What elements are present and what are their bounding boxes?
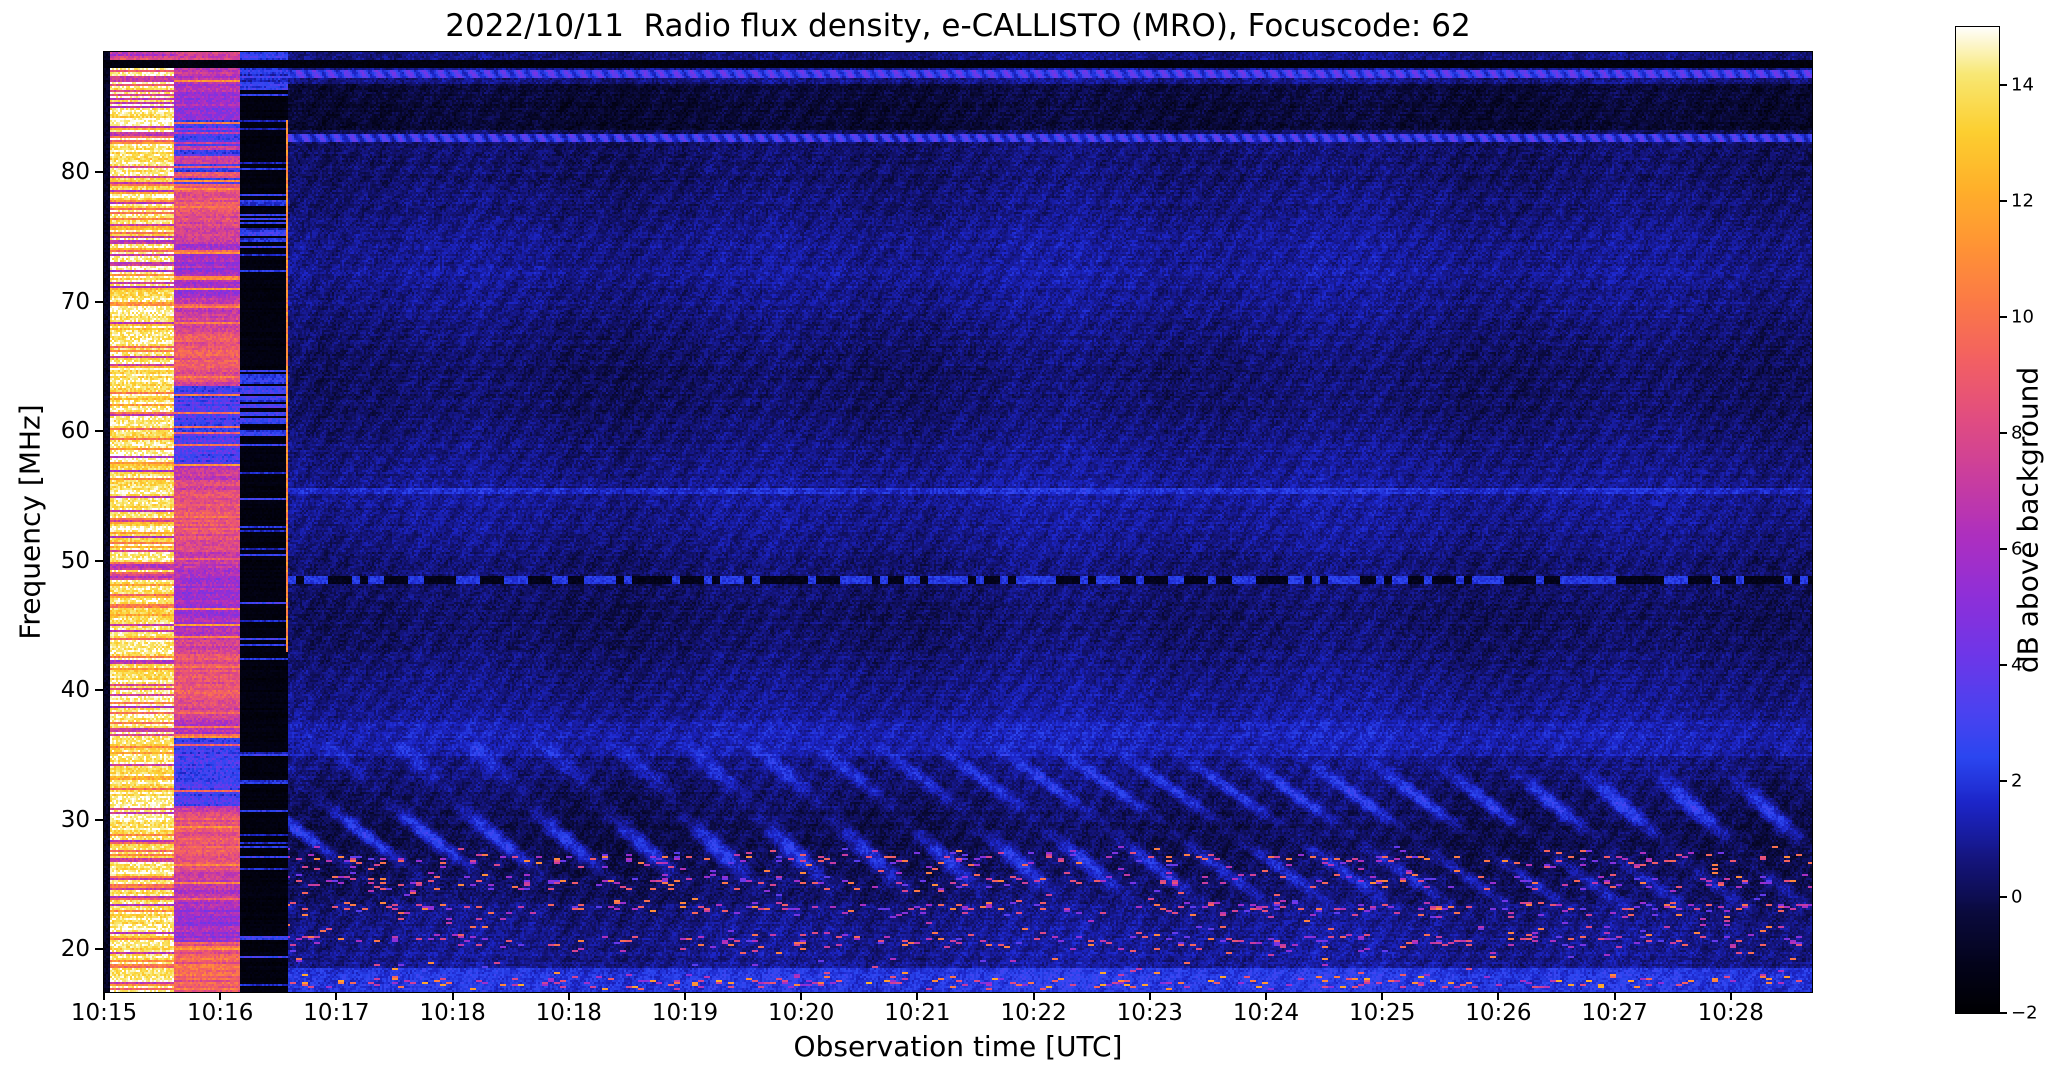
x-tick-label: 10:16: [187, 1000, 254, 1026]
x-tick-mark: [800, 992, 803, 1000]
x-tick-mark: [567, 992, 570, 1000]
y-tick-mark: [95, 171, 103, 174]
x-tick-label: 10:22: [1000, 1000, 1067, 1026]
y-tick-label: 20: [60, 936, 90, 963]
x-tick-mark: [1148, 992, 1151, 1000]
colorbar-gradient: [1956, 27, 1999, 1013]
colorbar-label: dB above background: [2011, 366, 2045, 674]
colorbar-tick-label: 14: [2011, 74, 2034, 96]
chart-title: 2022/10/11 Radio flux density, e-CALLIST…: [445, 8, 1471, 44]
x-tick-mark: [1265, 992, 1267, 1000]
colorbar-tick-mark: [1999, 780, 2007, 782]
colorbar-tick-label: 4: [2011, 654, 2023, 676]
x-tick-label: 10:26: [1465, 1000, 1532, 1026]
x-tick-label: 10:25: [1349, 1000, 1416, 1026]
colorbar-tick-label: −2: [2011, 1002, 2038, 1024]
y-tick-mark: [95, 818, 103, 821]
colorbar-tick-mark: [1999, 432, 2007, 434]
colorbar: [1955, 26, 2000, 1014]
x-tick-mark: [684, 992, 686, 1000]
colorbar-tick-mark: [1999, 896, 2007, 898]
colorbar-tick-label: 2: [2011, 770, 2023, 792]
y-tick-label: 30: [60, 806, 90, 833]
y-tick-mark: [95, 689, 103, 692]
x-tick-label: 10:28: [1697, 1000, 1764, 1026]
y-tick-label: 60: [60, 418, 90, 445]
spectrogram-canvas: [104, 52, 1812, 992]
y-tick-label: 40: [60, 677, 90, 704]
y-tick-mark: [95, 300, 103, 303]
x-tick-label: 10:21: [884, 1000, 951, 1026]
colorbar-tick-mark: [1999, 548, 2007, 550]
x-axis-label: Observation time [UTC]: [793, 1030, 1123, 1063]
x-tick-label: 10:15: [70, 1000, 138, 1026]
x-tick-mark: [1729, 992, 1732, 1000]
x-tick-mark: [103, 992, 105, 1000]
x-tick-label: 10:17: [303, 1000, 370, 1026]
x-tick-label: 10:18: [419, 1000, 486, 1026]
colorbar-tick-label: 0: [2011, 886, 2023, 908]
x-tick-label: 10:19: [651, 1000, 719, 1026]
y-tick-label: 50: [60, 547, 90, 574]
y-tick-mark: [95, 948, 103, 951]
colorbar-tick-mark: [1999, 200, 2007, 202]
x-tick-label: 10:20: [768, 1000, 835, 1026]
x-tick-label: 10:23: [1116, 1000, 1183, 1026]
y-tick-mark: [95, 430, 103, 433]
x-tick-mark: [1497, 992, 1500, 1000]
x-tick-label: 10:24: [1232, 1000, 1300, 1026]
colorbar-tick-label: 6: [2011, 538, 2023, 560]
y-tick-label: 70: [60, 288, 90, 315]
y-tick-label: 80: [60, 159, 90, 186]
x-tick-mark: [916, 992, 919, 1000]
colorbar-tick-mark: [1999, 664, 2007, 666]
colorbar-tick-mark: [1999, 1012, 2007, 1014]
x-tick-mark: [335, 992, 338, 1000]
x-tick-mark: [451, 992, 454, 1000]
x-tick-mark: [1381, 992, 1384, 1000]
x-tick-mark: [219, 992, 222, 1000]
colorbar-tick-mark: [1999, 316, 2007, 318]
x-tick-mark: [1613, 992, 1616, 1000]
x-tick-label: 10:18: [535, 1000, 602, 1026]
y-tick-mark: [95, 559, 103, 562]
colorbar-tick-mark: [1999, 84, 2007, 86]
x-tick-mark: [1032, 992, 1035, 1000]
colorbar-tick-label: 8: [2011, 422, 2023, 444]
x-tick-label: 10:27: [1581, 1000, 1648, 1026]
colorbar-tick-label: 12: [2011, 190, 2034, 212]
plot-area: [103, 51, 1813, 993]
colorbar-tick-label: 10: [2011, 306, 2034, 328]
